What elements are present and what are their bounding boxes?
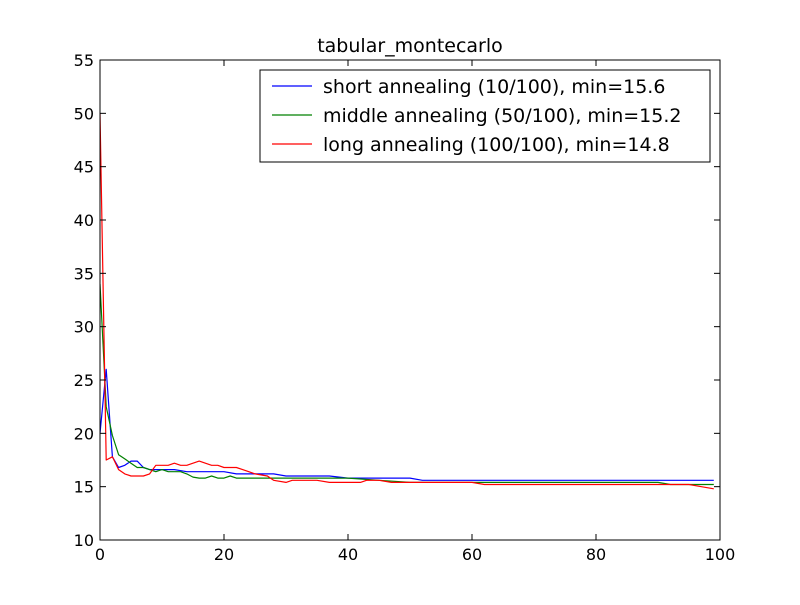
y-tick-label: 45 [74,158,94,177]
y-tick-label: 20 [74,424,94,443]
plot-frame [99,59,721,541]
x-tick-label: 20 [214,545,234,564]
y-tick-label: 25 [74,371,94,390]
x-tick-label: 40 [338,545,358,564]
axes: 0 20 40 60 80 100 10 15 20 25 30 35 40 45 50 55 [74,51,736,564]
legend: short annealing (10/100), min=15.6 middle… [259,69,711,163]
series-line-2 [100,283,714,486]
x-tick-label: 80 [586,545,606,564]
x-tick-label: 60 [462,545,482,564]
y-tick-label: 55 [74,51,94,70]
y-tick-label: 40 [74,211,94,230]
y-tick-label: 50 [74,104,94,123]
x-tick-label: 0 [95,545,105,564]
y-tick-label: 15 [74,478,94,497]
chart-title: tabular_montecarlo [317,35,503,57]
x-tick-label: 100 [705,545,736,564]
series-line-1 [100,368,714,481]
legend-box [259,69,711,163]
legend-label-2: middle annealing (50/100), min=15.2 [323,105,681,127]
plot-area [100,113,714,490]
series-line-3 [100,113,714,490]
legend-label-1: short annealing (10/100), min=15.6 [323,76,665,98]
y-tick-label: 30 [74,318,94,337]
legend-label-3: long annealing (100/100), min=14.8 [323,134,670,156]
y-tick-label: 35 [74,264,94,283]
y-tick-label: 10 [74,531,94,550]
